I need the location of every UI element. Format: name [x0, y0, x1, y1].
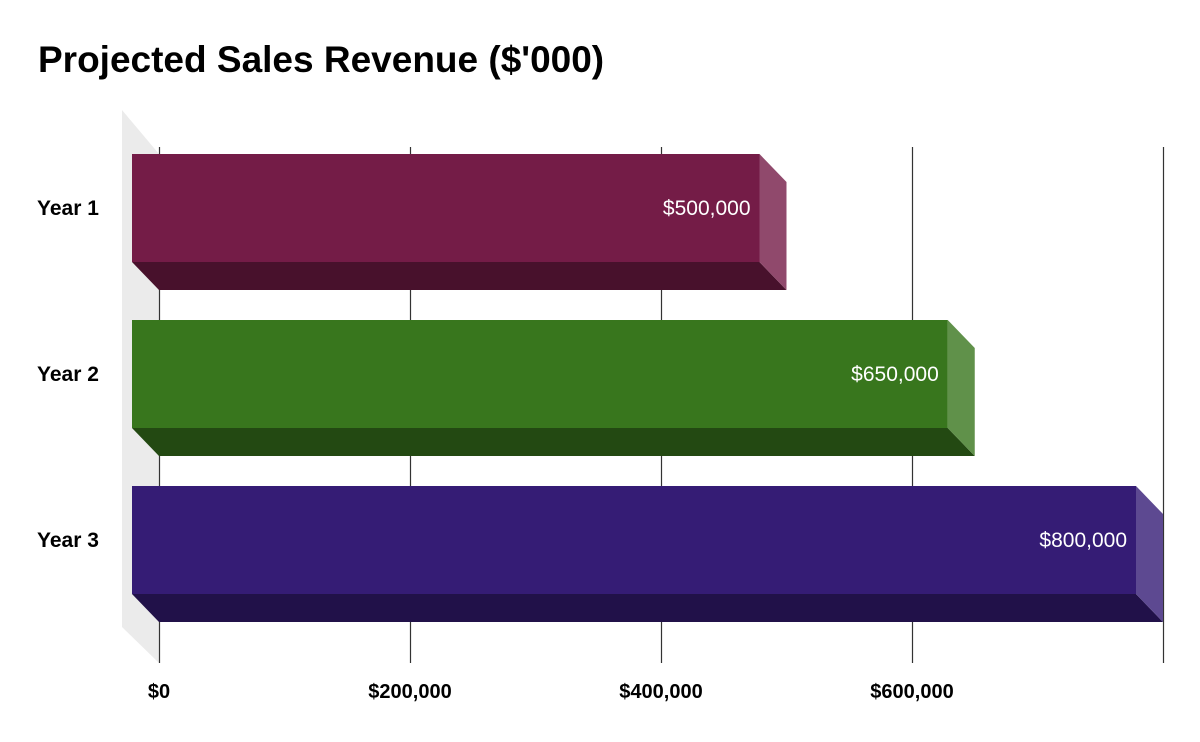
chart-title: Projected Sales Revenue ($'000) [38, 39, 605, 80]
bar [132, 320, 975, 456]
bar [132, 154, 787, 290]
bar [132, 486, 1163, 622]
bar-end-face [759, 154, 787, 290]
category-label: Year 3 [37, 529, 99, 552]
bar-end-face [1136, 486, 1163, 622]
bar-bottom-face [132, 262, 787, 290]
x-tick-label: $600,000 [870, 681, 953, 703]
bars-layer [132, 154, 1163, 622]
bar-bottom-face [132, 428, 975, 456]
category-label: Year 1 [37, 197, 99, 220]
x-tick-label: $400,000 [619, 681, 702, 703]
x-tick-label: $0 [148, 681, 170, 703]
x-tick-label: $200,000 [368, 681, 451, 703]
category-label: Year 2 [37, 363, 99, 386]
data-label: $800,000 [1039, 529, 1127, 552]
bar-front-face [132, 320, 948, 428]
bar-bottom-face [132, 594, 1163, 622]
bar-front-face [132, 154, 760, 262]
bar-front-face [132, 486, 1136, 594]
labels-layer: $0 $200,000 $400,000 $600,000 $500,000 Year 1… [37, 197, 1127, 703]
data-label: $500,000 [663, 197, 751, 220]
data-label: $650,000 [851, 363, 939, 386]
bar-end-face [947, 320, 975, 456]
